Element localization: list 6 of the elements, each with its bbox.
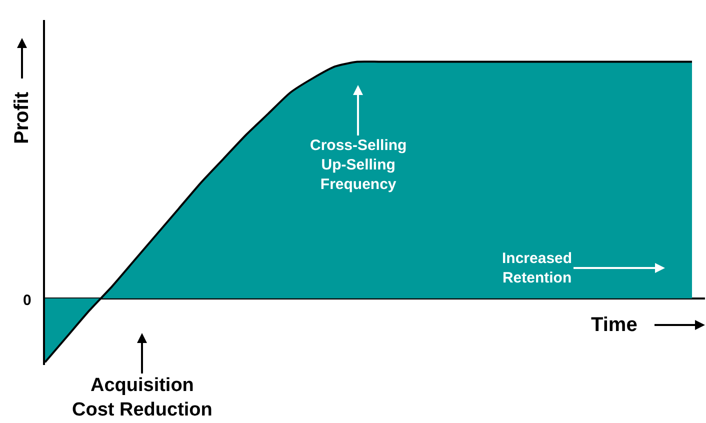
- annotation: Cross-Selling Up-Selling Frequency: [310, 137, 407, 193]
- text: 0: [23, 292, 32, 309]
- annotation: Increased Retention: [502, 250, 572, 286]
- text: Acquisition Cost Reduction: [72, 375, 212, 421]
- y-axis-title: Profit: [11, 91, 33, 144]
- x-axis-title: Time: [591, 314, 638, 336]
